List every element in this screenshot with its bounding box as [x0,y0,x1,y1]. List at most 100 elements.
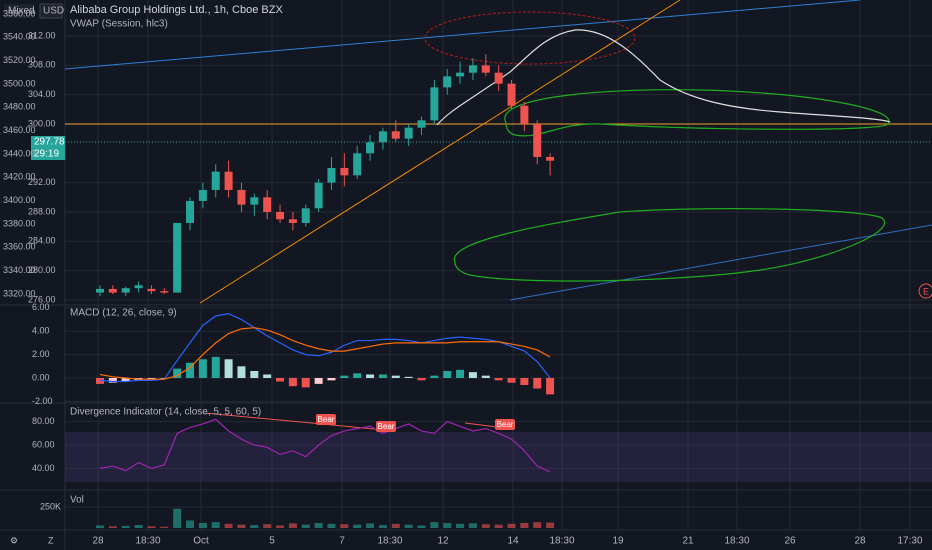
macd-histogram-bar [533,378,542,389]
volume-bar [456,523,465,528]
macd-histogram-bar [314,378,323,384]
trend-line [199,0,681,304]
macd-histogram-bar [288,378,297,387]
candle-body [237,189,246,205]
macd-histogram-bar [121,378,130,382]
price-tick-label: 3500.00 [3,78,36,88]
time-tick-label: Oct [193,536,209,547]
price-tick-label: 292.00 [28,177,56,187]
time-tick-label: 18:30 [377,536,402,547]
earnings-badge[interactable] [918,283,932,299]
candle-body [456,72,465,77]
macd-histogram-bar [520,378,529,386]
time-tick-label: 21 [682,536,694,547]
volume-bar [404,524,413,528]
volume-bar [134,525,143,528]
macd-tick-label: 0.00 [32,372,50,382]
price-tick-label: 288.00 [28,206,56,216]
time-tick-label: 26 [784,536,796,547]
countdown: 29:19 [34,149,59,160]
macd-histogram-bar [250,370,259,378]
bear-label: Bear [497,420,514,429]
volume-tick-label: 250K [40,501,61,511]
macd-histogram-bar [417,378,426,381]
time-tick-label: 14 [507,536,519,547]
candle-body [430,87,439,121]
volume-bar [533,522,542,528]
volume-bar [250,525,259,528]
marks: Bear Bear Bear [96,54,555,528]
rsi-tick-label: 80.00 [32,416,55,426]
macd-histogram-bar [301,378,310,388]
volume-bar [237,524,246,528]
time-tick-label: 28 [92,536,104,547]
rsi-tick-label: 40.00 [32,463,55,473]
macd-tick-label: 2.00 [32,349,50,359]
volume-bar [96,525,104,528]
candle-body [494,72,503,84]
ellipse-drawing [504,89,890,137]
candle-body [186,200,195,223]
volume-bar [198,522,207,528]
volume-bar [288,523,297,528]
divergence-line [204,412,323,425]
bear-label-box [376,421,396,432]
volume-bar [378,525,387,528]
candle-body [468,65,477,73]
volume-bar [494,524,503,528]
price-tick-label: 300.00 [28,118,56,128]
volume-bar [108,526,117,528]
candle-body [173,222,182,293]
price-tick-label: 3460.00 [3,125,36,135]
volume-bar [211,522,220,528]
macd-histogram-bar [276,378,285,382]
price-tick-label: 3540.00 [3,32,36,42]
price-tick-label: 280.00 [28,265,56,275]
candle-body [96,288,104,293]
price-tick-label: 284.00 [28,236,56,246]
candle-body [417,120,426,128]
time-tick-label: 18:30 [724,536,749,547]
currency-box [39,3,63,19]
time-tick-label: 19 [612,536,624,547]
volume-bar [301,524,310,528]
candle-body [353,153,362,176]
candle-body [211,171,220,190]
candle-body [443,76,452,88]
price-tick-label: 276.00 [28,294,56,304]
macd-histogram-bar [443,370,452,378]
price-tick-label: 3360.00 [3,242,36,252]
mode-label: Mixed [8,6,35,17]
candle-body [378,131,387,143]
currency-label: USD [43,6,64,17]
macd-histogram-bar [340,375,349,378]
candle-body [147,288,156,292]
macd-histogram-bar [366,374,375,378]
candle-body [481,65,490,73]
gear-icon[interactable]: ⚙ [10,535,18,545]
price-tick-label: 3380.00 [3,218,36,228]
candle-body [108,288,117,293]
macd-line [99,313,551,383]
symbol-title: Alibaba Group Holdings Ltd., 1h, Cboe BZ… [70,4,283,16]
ellipse-drawing [424,11,636,65]
indicator-title: Vol [70,495,84,506]
macd-histogram-bar [456,369,465,378]
bear-label: Bear [378,422,395,431]
volume-bar [417,525,426,528]
macd-histogram-bar [327,378,336,381]
macd-histogram-bar [186,362,195,378]
zoom-icon[interactable]: Z [48,535,54,545]
earnings-label[interactable]: E [923,286,929,296]
indicator-title: MACD (12, 26, close, 9) [70,308,177,319]
candle-body [121,288,130,293]
volume-bar [160,526,169,528]
macd-histogram-bar [391,375,400,378]
price-tick-label: 3400.00 [3,195,36,205]
candle-body [327,167,336,183]
price-tick-label: 3520.00 [3,55,36,65]
volume-bar [481,524,490,528]
rsi-tick-label: 60.00 [32,439,55,449]
